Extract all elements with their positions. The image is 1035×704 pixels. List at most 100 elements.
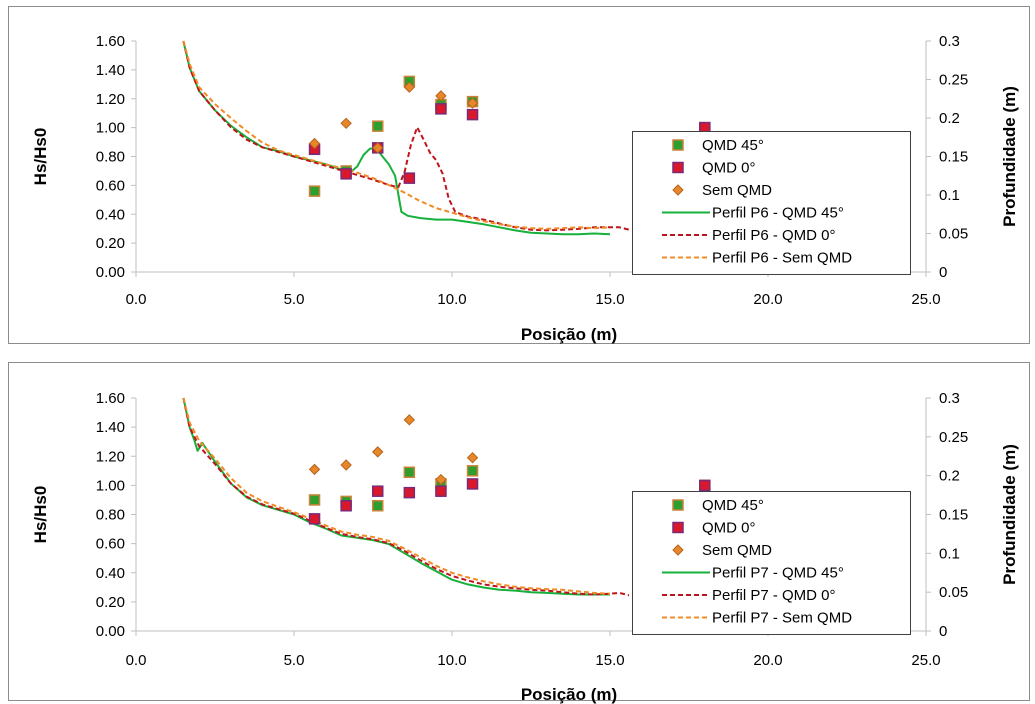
legend: QMD 45° QMD 0° Sem QMD Perfil P7 - QMD 45° P… <box>632 491 911 635</box>
data-point-qmd-45 <box>308 185 321 197</box>
data-point-qmd-45 <box>308 494 321 506</box>
legend-symbol-sem-qmd <box>672 184 684 196</box>
data-point-qmd-0 <box>403 172 416 184</box>
y2-tick-label: 0.1 <box>939 187 960 204</box>
x-tick-label: 10.0 <box>437 652 466 669</box>
y-tick-label: 1.20 <box>96 448 125 465</box>
y2-tick-label: 0.25 <box>939 429 968 446</box>
legend-symbol-qmd-45 <box>672 139 684 151</box>
data-point-sem-qmd <box>403 81 416 93</box>
x-tick-label: 0.0 <box>126 291 147 308</box>
y-tick-label: 1.40 <box>96 62 125 79</box>
x-tick-label: 25.0 <box>911 291 940 308</box>
legend: QMD 45° QMD 0° Sem QMD Perfil P6 - QMD 45° P… <box>632 131 911 275</box>
y2-tick-label: 0.2 <box>939 468 960 485</box>
y-tick-label: 1.60 <box>96 390 125 407</box>
y-tick-label: 1.60 <box>96 33 125 50</box>
data-point-qmd-0 <box>308 513 321 525</box>
legend-label: QMD 45° <box>702 497 764 514</box>
y2-tick-label: 0 <box>939 623 947 640</box>
data-point-sem-qmd <box>403 414 416 426</box>
chart-panel-bottom: 0.00 0.20 0.40 0.60 0.80 1.00 1.20 1.40 1.60 0 0.0… <box>8 362 1030 704</box>
y-tick-label: 0.80 <box>96 149 125 166</box>
y2-tick-label: 0.25 <box>939 72 968 89</box>
legend-symbol-qmd-0 <box>672 161 684 174</box>
data-point-qmd-0 <box>435 103 447 115</box>
chart-panel-top: 0.00 0.20 0.40 0.60 0.80 1.00 1.20 1.40 1.60 0 0.0… <box>8 6 1030 344</box>
legend-label: Perfil P7 - QMD 45° <box>712 565 844 582</box>
x-axis-title: Posição (m) <box>521 325 617 344</box>
y-tick-label: 1.00 <box>96 120 125 137</box>
x-tick-label: 15.0 <box>595 652 624 669</box>
data-point-sem-qmd <box>372 446 384 458</box>
y-tick-label: 1.40 <box>96 419 125 436</box>
data-point-sem-qmd <box>308 463 321 476</box>
data-point-qmd-45 <box>371 120 384 132</box>
y-tick-label: 0.20 <box>96 235 125 252</box>
x-tick-label: 20.0 <box>753 291 782 308</box>
y2-tick-label: 0.15 <box>939 507 968 524</box>
series-line-perfil-p6-sem-qmd <box>182 40 611 230</box>
data-point-qmd-0 <box>340 500 352 512</box>
y-tick-label: 0.40 <box>96 565 125 582</box>
x-tick-label: 15.0 <box>595 291 624 308</box>
legend-label: Perfil P6 - QMD 0° <box>712 227 836 244</box>
x-tick-label: 5.0 <box>284 291 305 308</box>
legend-label: Perfil P6 - Sem QMD <box>712 250 852 267</box>
data-point-sem-qmd <box>340 459 352 471</box>
y2-tick-label: 0.15 <box>939 149 968 166</box>
y-axis-title: Hs/Hs0 <box>31 486 50 544</box>
y-tick-label: 0.00 <box>96 264 125 281</box>
data-point-qmd-45 <box>371 500 384 512</box>
data-point-qmd-0 <box>403 486 416 499</box>
legend-symbol-qmd-45 <box>672 499 684 511</box>
data-point-qmd-45 <box>403 466 416 479</box>
legend-label: QMD 0° <box>702 520 756 537</box>
data-point-sem-qmd <box>340 117 352 130</box>
data-point-sem-qmd <box>466 451 479 464</box>
data-point-qmd-0 <box>466 478 479 490</box>
y2-tick-label: 0.2 <box>939 110 960 127</box>
y-tick-label: 0.60 <box>96 536 125 553</box>
x-tick-label: 20.0 <box>753 652 782 669</box>
legend-label: Perfil P7 - Sem QMD <box>712 610 852 627</box>
legend-box <box>632 491 911 635</box>
series-line-perfil-p7-qmd-45 <box>182 397 610 596</box>
y2-tick-label: 0.05 <box>939 584 968 601</box>
legend-label: QMD 45° <box>702 137 764 154</box>
y-tick-label: 1.00 <box>96 477 125 494</box>
data-point-qmd-0 <box>435 485 447 497</box>
x-axis-title: Posição (m) <box>521 685 617 704</box>
legend-label: QMD 0° <box>702 160 756 177</box>
legend-label: Sem QMD <box>702 182 772 199</box>
data-point-sem-qmd <box>435 473 447 486</box>
data-point-qmd-0 <box>466 108 479 121</box>
series-line-perfil-p6-qmd-0 <box>182 40 630 232</box>
y-tick-label: 0.40 <box>96 206 125 223</box>
y2-tick-label: 0.3 <box>939 390 960 407</box>
legend-label: Perfil P7 - QMD 0° <box>712 587 836 604</box>
legend-box <box>632 131 911 275</box>
data-point-sem-qmd <box>372 142 384 154</box>
legend-label: Perfil P6 - QMD 45° <box>712 205 844 222</box>
y2-axis-title: Profundidade (m) <box>1000 444 1019 585</box>
y2-axis-title: Profundidade (m) <box>1000 86 1019 227</box>
data-point-sem-qmd <box>466 97 479 109</box>
data-point-qmd-0 <box>371 485 384 497</box>
y-tick-label: 0.00 <box>96 623 125 640</box>
series-line-perfil-p7-qmd-0 <box>182 397 630 597</box>
x-tick-label: 25.0 <box>911 652 940 669</box>
y-tick-label: 0.20 <box>96 594 125 611</box>
y2-tick-label: 0.3 <box>939 33 960 50</box>
legend-label: Sem QMD <box>702 542 772 559</box>
y-tick-label: 0.80 <box>96 507 125 524</box>
x-tick-label: 10.0 <box>437 291 466 308</box>
y2-tick-label: 0.1 <box>939 545 960 562</box>
x-tick-label: 0.0 <box>126 652 147 669</box>
data-point-qmd-0 <box>699 479 711 492</box>
series-line-perfil-p7-sem-qmd <box>182 397 611 595</box>
data-point-sem-qmd <box>435 90 447 102</box>
legend-symbol-qmd-0 <box>672 521 684 534</box>
y-tick-label: 0.60 <box>96 177 125 194</box>
